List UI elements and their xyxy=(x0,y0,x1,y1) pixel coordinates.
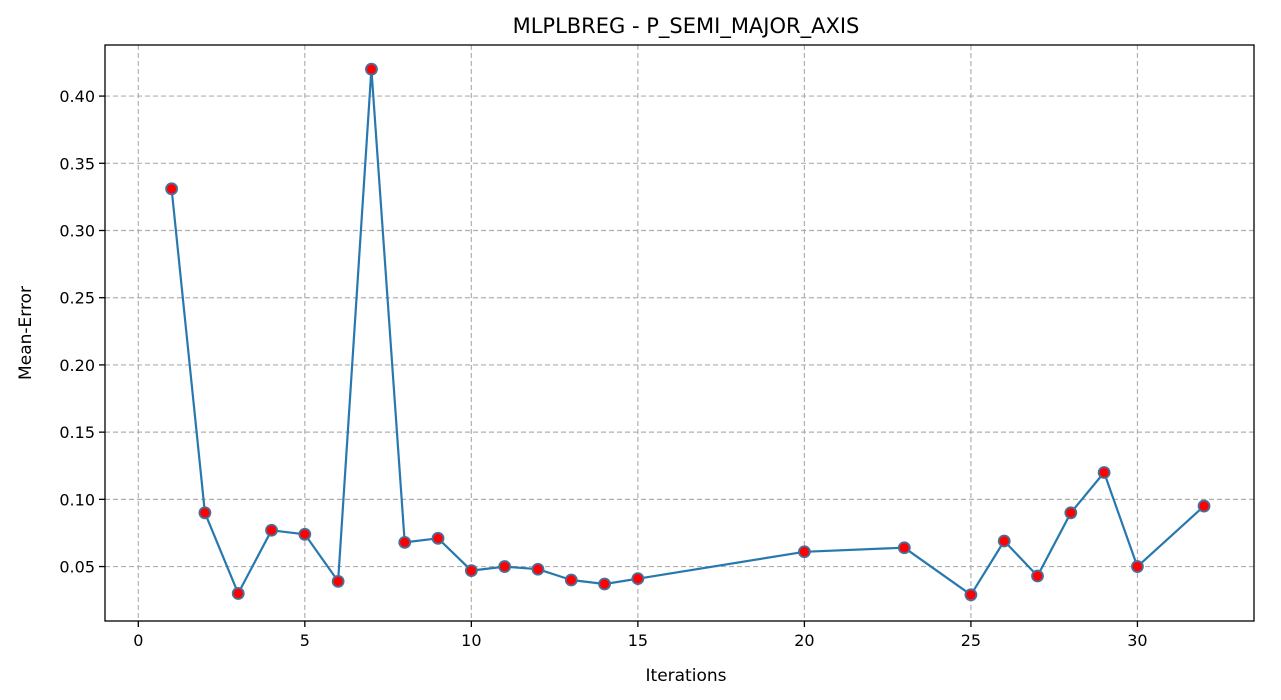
y-tick-label: 0.30 xyxy=(59,222,95,241)
x-tick-label: 20 xyxy=(794,631,814,650)
data-point xyxy=(964,588,978,602)
series-line-layer xyxy=(170,68,1205,596)
x-tick-label: 30 xyxy=(1127,631,1147,650)
y-tick-label: 0.05 xyxy=(59,558,95,577)
data-point xyxy=(431,531,445,545)
y-tick-label: 0.20 xyxy=(59,356,95,375)
x-tick-label: 25 xyxy=(961,631,981,650)
data-point xyxy=(1097,466,1111,479)
y-tick-label: 0.35 xyxy=(59,154,95,173)
data-point xyxy=(1031,569,1044,583)
data-point xyxy=(498,560,512,573)
data-point xyxy=(531,562,545,576)
data-point xyxy=(398,535,412,549)
x-tick-label: 5 xyxy=(300,631,310,650)
y-tick-label: 0.40 xyxy=(59,87,95,106)
data-point xyxy=(331,574,345,588)
data-point xyxy=(564,573,578,587)
x-axis-label: Iterations xyxy=(646,666,727,686)
y-tick-label: 0.15 xyxy=(59,423,95,442)
x-tick-label: 0 xyxy=(133,631,143,650)
data-point xyxy=(265,523,278,537)
data-point xyxy=(1064,506,1078,520)
data-point xyxy=(464,564,478,577)
data-point xyxy=(897,541,911,555)
data-point xyxy=(198,506,212,520)
grid-layer xyxy=(105,45,1254,621)
data-point xyxy=(231,587,245,600)
data-point xyxy=(1131,560,1144,573)
y-tick-label: 0.25 xyxy=(59,289,95,308)
series-line xyxy=(170,68,1205,596)
x-tick-label: 15 xyxy=(628,631,648,650)
chart-title: MLPLBREG - P_SEMI_MAJOR_AXIS xyxy=(513,14,860,39)
data-point xyxy=(598,577,611,591)
data-point xyxy=(165,182,179,196)
data-point xyxy=(1197,499,1211,513)
y-axis-label: Mean-Error xyxy=(16,286,36,380)
plot-frame xyxy=(104,44,1255,622)
y-tick-label: 0.10 xyxy=(59,490,95,509)
x-tick-label: 10 xyxy=(461,631,481,650)
data-points-layer xyxy=(165,62,1211,602)
data-point xyxy=(797,545,811,559)
data-point xyxy=(997,534,1011,548)
tick-layer: 0 5 10 15 20 25 30 0.05 0.10 0.15 0.20 0.25 0.30 0.35… xyxy=(59,87,1147,650)
data-point xyxy=(631,572,645,586)
data-point xyxy=(298,527,312,541)
data-point xyxy=(365,62,378,76)
